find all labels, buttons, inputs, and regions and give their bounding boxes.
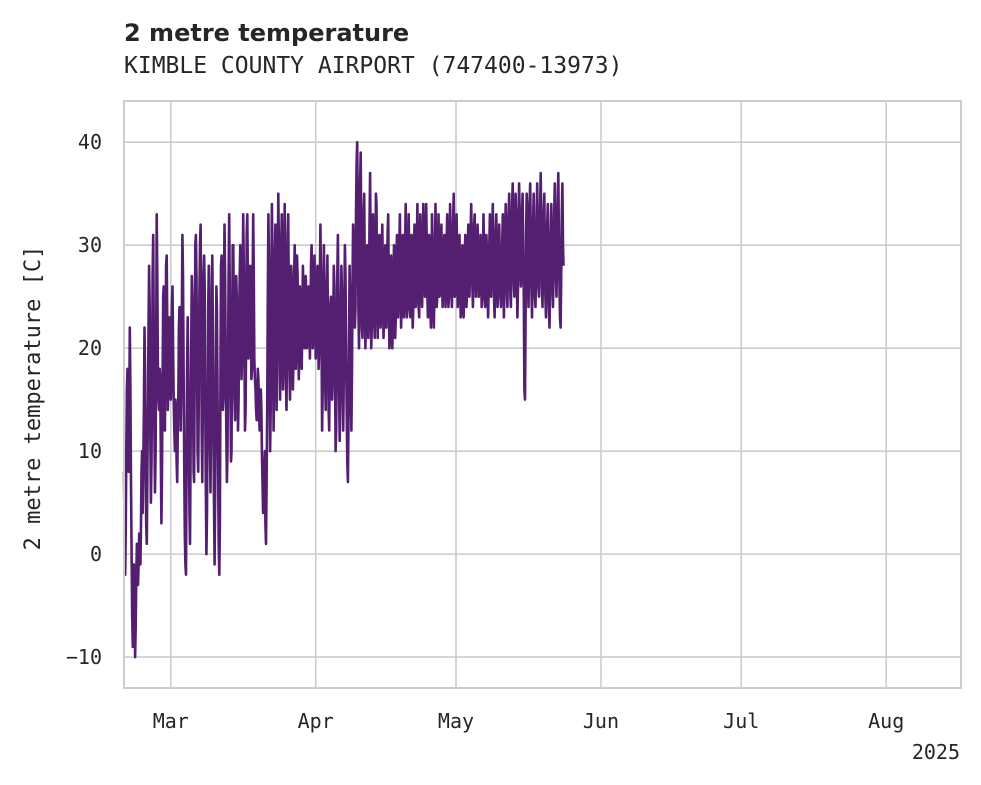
x-tick-label: Jul [723, 709, 759, 733]
y-tick-label: 0 [90, 542, 102, 566]
x-axis-year-label: 2025 [912, 740, 960, 764]
x-tick-label: Jun [583, 709, 619, 733]
x-tick-label: May [438, 709, 474, 733]
y-tick-label: 10 [78, 439, 102, 463]
y-tick-label: 30 [78, 233, 102, 257]
plot-frame [123, 100, 962, 689]
y-tick-label: −10 [66, 645, 102, 669]
x-tick-label: Aug [868, 709, 904, 733]
chart-subtitle: KIMBLE COUNTY AIRPORT (747400-13973) [124, 53, 623, 79]
chart-title: 2 metre temperature [124, 19, 409, 47]
x-tick-label: Apr [298, 709, 334, 733]
y-tick-label: 40 [78, 130, 102, 154]
y-axis-ticks: −10 0 10 20 30 40 [66, 130, 102, 669]
series-layer [122, 140, 565, 659]
grid [124, 101, 961, 688]
y-axis-label: 2 metre temperature [C] [21, 246, 46, 551]
temperature-series-line [122, 140, 565, 659]
x-axis-ticks: Mar Apr May Jun Jul Aug [153, 709, 905, 733]
x-tick-label: Mar [153, 709, 189, 733]
y-tick-label: 20 [78, 336, 102, 360]
